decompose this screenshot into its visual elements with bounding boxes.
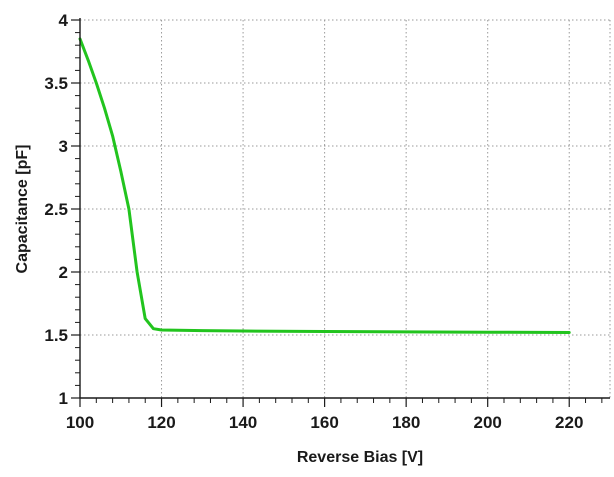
x-tick-label: 140 [229, 413, 257, 432]
y-tick-label: 1.5 [44, 326, 68, 345]
y-tick-label: 3.5 [44, 74, 68, 93]
y-tick-label: 2.5 [44, 200, 68, 219]
y-tick-label: 3 [59, 137, 68, 156]
x-tick-label: 200 [474, 413, 502, 432]
tick-labels: 100 120 140 160 180 200 220 1 1.5 2 2.5 3 3.5 4 [44, 11, 583, 432]
minor-ticks [75, 32, 603, 403]
x-axis-title: Reverse Bias [V] [297, 449, 423, 466]
y-tick-label: 4 [59, 11, 69, 30]
x-tick-label: 220 [555, 413, 583, 432]
x-tick-label: 160 [310, 413, 338, 432]
x-tick-label: 180 [392, 413, 420, 432]
x-tick-label: 100 [66, 413, 94, 432]
y-axis-title: Capacitance [pF] [14, 145, 31, 274]
y-tick-label: 1 [59, 389, 68, 408]
series-layer [78, 37, 571, 334]
grid-lines [80, 19, 611, 398]
axes [71, 18, 610, 407]
y-tick-label: 2 [59, 263, 68, 282]
x-tick-label: 120 [147, 413, 175, 432]
series-line [78, 37, 571, 334]
